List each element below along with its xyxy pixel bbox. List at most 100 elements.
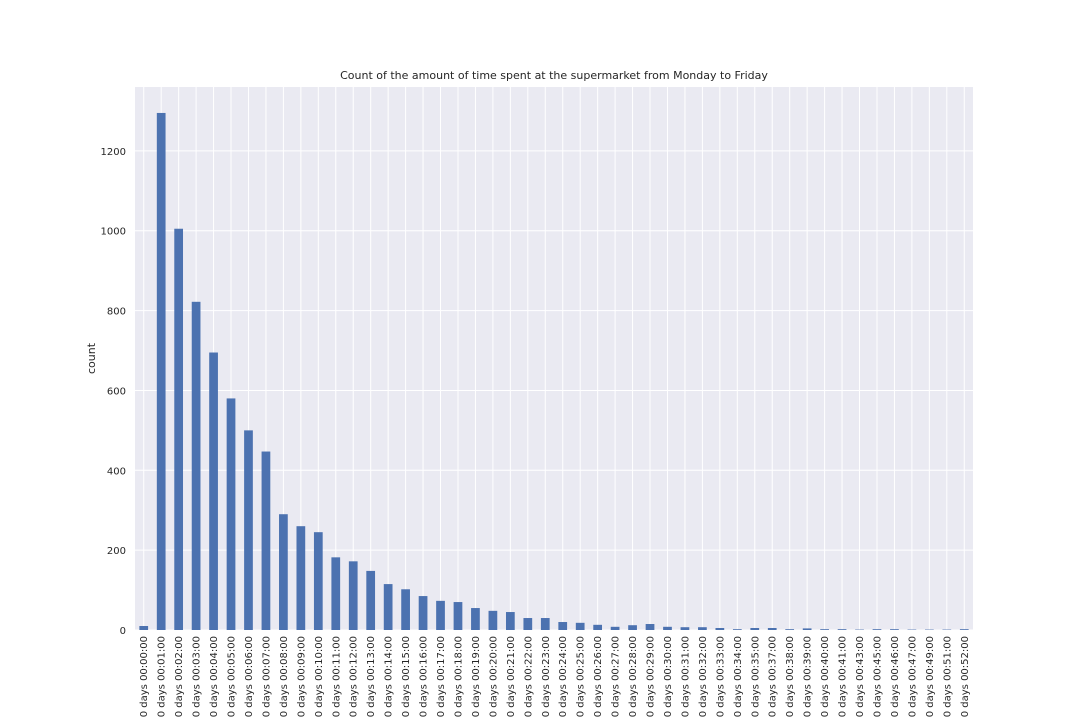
- x-tick-label: 0 days 00:49:00: [925, 636, 936, 717]
- bar: [820, 629, 829, 630]
- bars: [139, 112, 969, 631]
- bar: [698, 627, 707, 630]
- bar: [191, 301, 201, 630]
- bar: [558, 622, 568, 630]
- x-tick-label: 0 days 00:45:00: [872, 636, 883, 717]
- bar: [872, 629, 882, 630]
- x-tick-label: 0 days 00:37:00: [768, 636, 779, 717]
- x-tick-label: 0 days 00:01:00: [157, 636, 168, 717]
- bar: [750, 628, 760, 630]
- bar: [279, 514, 288, 630]
- x-tick-label: 0 days 00:09:00: [296, 636, 307, 717]
- x-tick-label: 0 days 00:43:00: [855, 636, 866, 717]
- x-tick-label: 0 days 00:40:00: [820, 636, 831, 717]
- x-tick-label: 0 days 00:23:00: [541, 636, 552, 717]
- bar: [890, 629, 899, 630]
- x-tick-labels: 0 days 00:00:00 0 days 00:01:00 0 days 00:…: [139, 636, 971, 717]
- y-tick-label: 400: [107, 466, 126, 477]
- x-tick-label: 0 days 00:21:00: [506, 636, 517, 717]
- x-tick-label: 0 days 00:41:00: [838, 636, 849, 717]
- x-tick-label: 0 days 00:30:00: [663, 636, 674, 717]
- bar: [715, 628, 725, 630]
- x-tick-label: 0 days 00:08:00: [279, 636, 290, 717]
- bar: [785, 629, 795, 630]
- bar: [680, 627, 690, 630]
- x-tick-label: 0 days 00:06:00: [244, 636, 255, 717]
- x-tick-label: 0 days 00:05:00: [227, 636, 238, 717]
- x-tick-label: 0 days 00:34:00: [733, 636, 744, 717]
- bar: [174, 228, 184, 631]
- bar: [139, 626, 149, 630]
- y-tick-label: 200: [107, 546, 126, 557]
- bar: [261, 451, 271, 630]
- x-tick-label: 0 days 00:31:00: [680, 636, 691, 717]
- bar: [837, 629, 847, 630]
- bar: [156, 112, 166, 630]
- x-tick-label: 0 days 00:14:00: [384, 636, 395, 717]
- x-tick-label: 0 days 00:27:00: [611, 636, 622, 717]
- chart-title: Count of the amount of time spent at the…: [340, 69, 768, 82]
- x-tick-label: 0 days 00:25:00: [576, 636, 587, 717]
- bar: [436, 600, 445, 630]
- y-tick-label: 1200: [101, 147, 126, 158]
- x-tick-label: 0 days 00:17:00: [436, 636, 447, 717]
- x-tick-label: 0 days 00:11:00: [331, 636, 342, 717]
- bar: [593, 624, 603, 630]
- y-tick-label: 1000: [101, 227, 126, 238]
- x-tick-label: 0 days 00:28:00: [628, 636, 639, 717]
- bar: [663, 626, 672, 630]
- x-tick-label: 0 days 00:51:00: [942, 636, 953, 717]
- bar: [523, 618, 533, 630]
- bar: [959, 629, 969, 630]
- x-tick-label: 0 days 00:29:00: [646, 636, 657, 717]
- x-tick-label: 0 days 00:24:00: [558, 636, 569, 717]
- x-tick-label: 0 days 00:16:00: [419, 636, 430, 717]
- bar: [366, 570, 376, 630]
- x-tick-label: 0 days 00:02:00: [174, 636, 185, 717]
- x-tick-label: 0 days 00:15:00: [401, 636, 412, 717]
- x-tick-label: 0 days 00:12:00: [349, 636, 360, 717]
- x-tick-label: 0 days 00:52:00: [960, 636, 971, 717]
- x-tick-label: 0 days 00:13:00: [366, 636, 377, 717]
- bar: [348, 561, 358, 630]
- x-tick-label: 0 days 00:32:00: [698, 636, 709, 717]
- bar: [575, 622, 585, 630]
- bar: [645, 624, 655, 630]
- x-tick-label: 0 days 00:19:00: [471, 636, 482, 717]
- x-tick-label: 0 days 00:22:00: [523, 636, 534, 717]
- x-tick-label: 0 days 00:39:00: [803, 636, 814, 717]
- bar: [401, 589, 410, 630]
- y-axis-label: count: [85, 342, 98, 374]
- bar: [244, 430, 253, 630]
- bar: [296, 526, 306, 630]
- bar: [383, 584, 393, 630]
- x-tick-label: 0 days 00:10:00: [314, 636, 325, 717]
- bar: [628, 625, 637, 630]
- plot-area: [135, 87, 973, 630]
- bar: [453, 602, 463, 630]
- y-tick-labels: 0 200 400 600 800 1000 1200: [101, 147, 126, 637]
- x-tick-label: 0 days 00:35:00: [750, 636, 761, 717]
- x-tick-label: 0 days 00:04:00: [209, 636, 220, 717]
- y-tick-label: 0: [120, 626, 126, 637]
- x-tick-label: 0 days 00:00:00: [139, 636, 150, 717]
- x-tick-label: 0 days 00:26:00: [593, 636, 604, 717]
- bar: [732, 629, 742, 630]
- x-tick-label: 0 days 00:33:00: [715, 636, 726, 717]
- bar: [505, 612, 515, 630]
- x-tick-label: 0 days 00:20:00: [488, 636, 499, 717]
- x-tick-label: 0 days 00:47:00: [907, 636, 918, 717]
- bar: [540, 618, 550, 630]
- x-tick-label: 0 days 00:38:00: [785, 636, 796, 717]
- x-tick-label: 0 days 00:18:00: [453, 636, 464, 717]
- bar: [313, 532, 323, 630]
- y-tick-label: 600: [107, 386, 126, 397]
- bar: [418, 596, 428, 630]
- bar: [226, 398, 236, 630]
- bar: [802, 628, 812, 630]
- bar: [209, 352, 218, 630]
- bar: [610, 626, 620, 630]
- y-tick-label: 800: [107, 307, 126, 318]
- x-tick-label: 0 days 00:07:00: [261, 636, 272, 717]
